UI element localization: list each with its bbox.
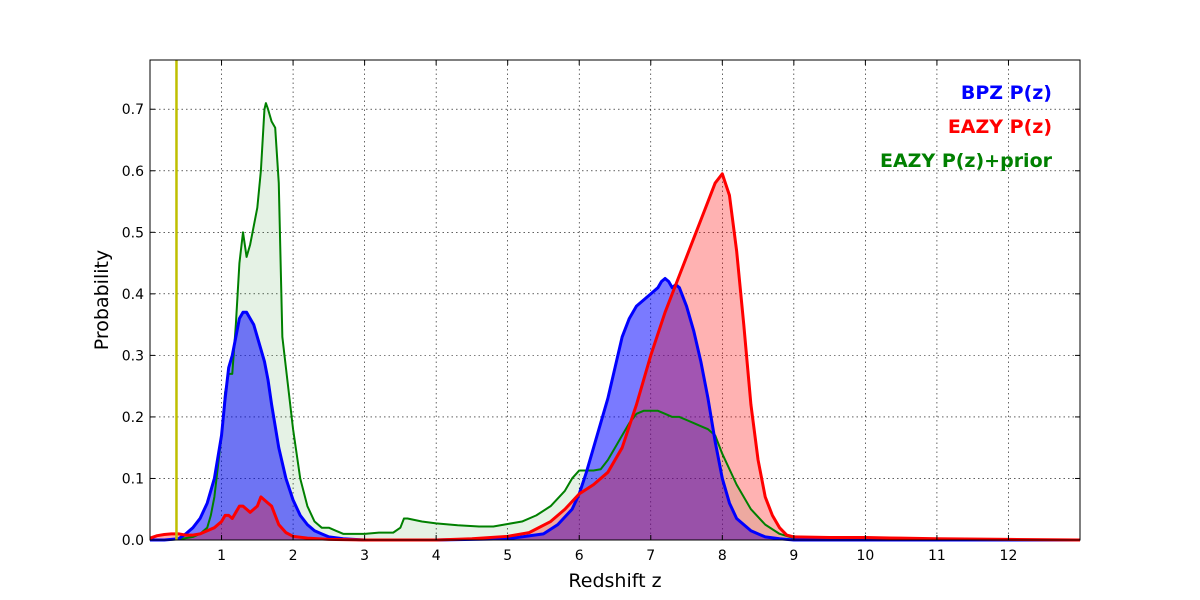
y-tick-label: 0.6 <box>122 164 144 180</box>
x-tick-label: 4 <box>432 548 441 564</box>
series-line-bpz <box>150 276 1080 542</box>
y-tick-label: 0.3 <box>122 348 144 364</box>
y-tick-label: 0.2 <box>122 410 144 426</box>
x-tick-label: 5 <box>503 548 512 564</box>
x-axis-label: Redshift z <box>568 570 661 592</box>
series-line-eazy <box>149 172 1081 542</box>
x-tick-label: 11 <box>928 548 946 564</box>
plot-frame <box>149 59 1081 541</box>
axis-ticks: 1 2 3 4 5 6 7 8 9 10 11 120.00.10.20.30.40.50.60.7 <box>122 60 1080 564</box>
x-tick-label: 8 <box>718 548 727 564</box>
series-lines <box>149 102 1081 542</box>
legend-entry-eazy: EAZY P(z) <box>948 116 1052 138</box>
x-tick-label: 2 <box>289 548 298 564</box>
y-tick-label: 0.0 <box>122 533 144 549</box>
x-tick-label: 7 <box>646 548 655 564</box>
series-fills <box>150 103 1080 540</box>
series-fill-bpz <box>150 278 1080 540</box>
y-tick-label: 0.7 <box>122 102 144 118</box>
series-fill-eazy <box>150 173 1080 540</box>
x-tick-label: 9 <box>789 548 798 564</box>
legend: BPZ P(z) EAZY P(z) EAZY P(z)+prior <box>880 82 1053 172</box>
y-tick-label: 0.1 <box>122 471 144 487</box>
legend-entry-bpz: BPZ P(z) <box>961 82 1052 104</box>
y-axis-label: Probability <box>91 250 113 350</box>
series-line-eazy-prior <box>150 102 1080 541</box>
x-tick-label: 6 <box>575 548 584 564</box>
x-tick-label: 3 <box>360 548 369 564</box>
x-tick-label: 12 <box>1000 548 1018 564</box>
legend-entry-eazy-prior: EAZY P(z)+prior <box>880 150 1053 172</box>
y-tick-label: 0.5 <box>122 225 144 241</box>
x-tick-label: 10 <box>856 548 874 564</box>
x-tick-label: 1 <box>217 548 226 564</box>
y-tick-label: 0.4 <box>122 287 144 303</box>
